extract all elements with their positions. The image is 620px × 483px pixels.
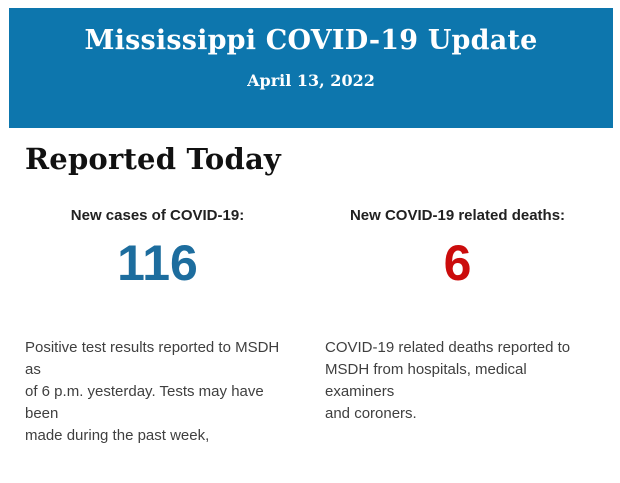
newsletter-date: April 13, 2022 — [247, 71, 375, 90]
header-banner: Mississippi COVID-19 Update April 13, 20… — [9, 8, 613, 128]
stat-cases-value: 116 — [117, 235, 198, 291]
newsletter-title: Mississippi COVID-19 Update — [84, 25, 538, 56]
stat-deaths-label: New COVID-19 related deaths: — [349, 207, 566, 224]
stat-deaths-description: COVID-19 related deaths reported to MSDH… — [325, 339, 571, 422]
stat-deaths-value: 6 — [443, 235, 472, 291]
stat-new-deaths: New COVID-19 related deaths: 6 COVID-19 … — [325, 206, 590, 447]
stats-grid: New cases of COVID-19: 116 Positive test… — [25, 206, 590, 447]
section-title-reported-today: Reported Today — [25, 142, 281, 176]
stat-cases-label: New cases of COVID-19: — [70, 207, 245, 224]
stat-cases-description: Positive test results reported to MSDH a… — [25, 339, 280, 444]
stat-new-cases: New cases of COVID-19: 116 Positive test… — [25, 206, 290, 447]
